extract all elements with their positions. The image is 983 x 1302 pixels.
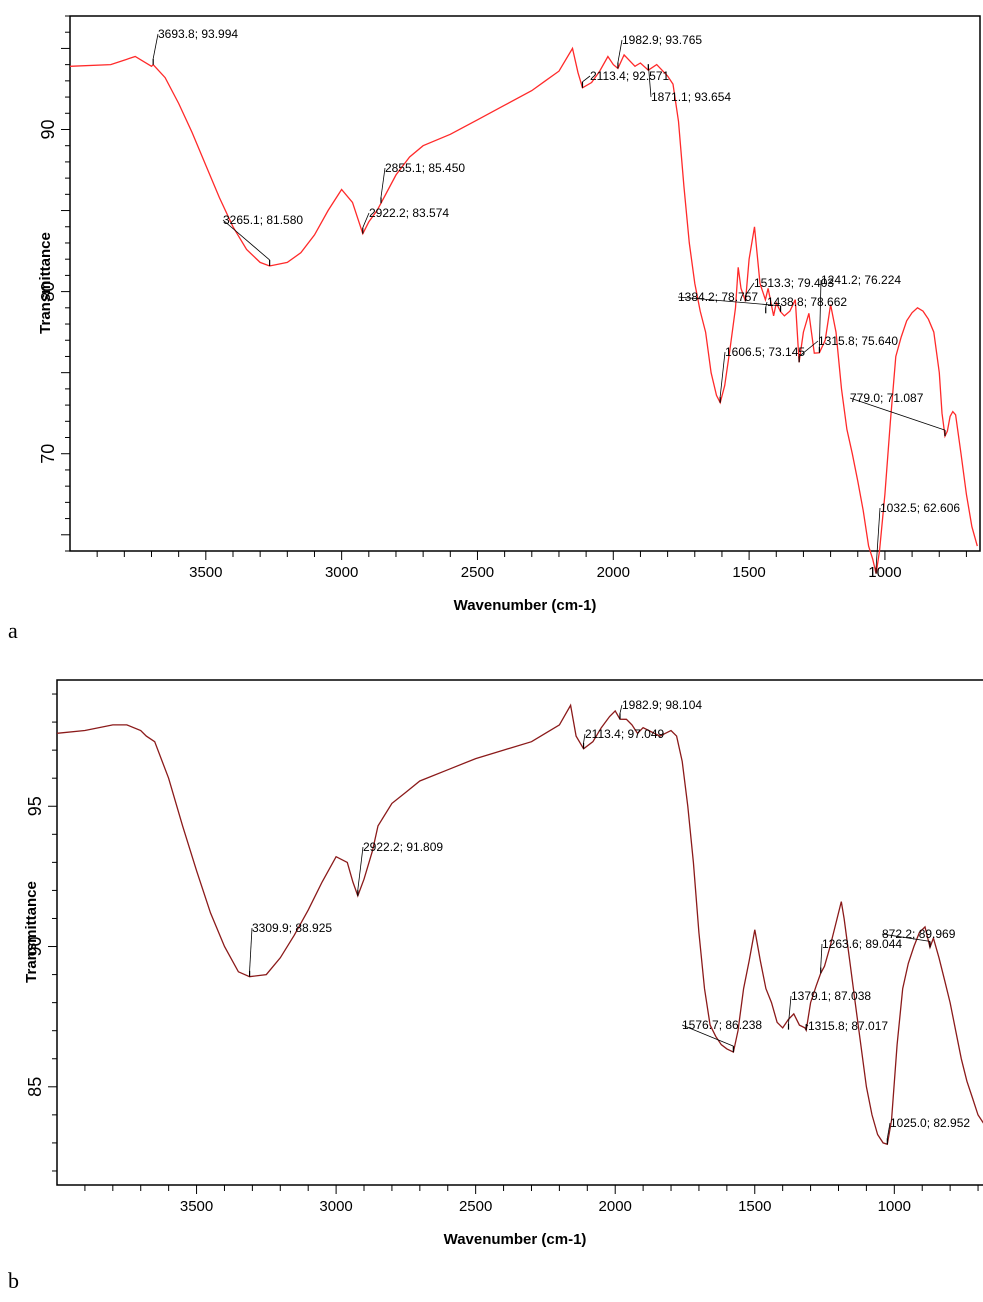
ir-spectrum-chart-b: 85 90 95 3500 3000 2500 2000 1500 1000 1982.9; … (23, 679, 983, 1248)
peak-label: 1982.9; 93.765 (622, 33, 702, 47)
peak-leader (362, 212, 370, 228)
y-axis-title: Transmittance (23, 881, 40, 983)
peak-leader (719, 351, 726, 397)
peak-leader (152, 33, 159, 59)
spectrum-line (56, 703, 983, 1146)
x-tick-label: 2500 (459, 1198, 492, 1215)
y-tick-label: 70 (38, 444, 58, 464)
peak-leader (380, 167, 386, 198)
panel-label-b: b (8, 1268, 19, 1293)
peak-leader (765, 301, 768, 308)
x-tick-label: 1500 (738, 1198, 771, 1215)
peak-leader (677, 296, 781, 307)
peak-label: 1315.8; 87.017 (808, 1019, 888, 1033)
peak-leader (875, 507, 881, 568)
y-tick-label: 85 (25, 1077, 45, 1097)
peak-leader (249, 927, 253, 971)
peak-leader (805, 1023, 809, 1027)
y-tick-label: 90 (38, 119, 58, 139)
y-tick-label: 80 (38, 282, 58, 302)
peak-label: 2922.2; 91.809 (363, 840, 443, 854)
peak-label: 1379.1; 87.038 (791, 989, 871, 1003)
peak-leader (222, 219, 270, 261)
peak-label: 1315.8; 75.640 (818, 334, 898, 348)
x-tick-label: 1000 (878, 1198, 911, 1215)
ir-spectrum-chart-a: 70 80 90 3500 3000 2500 2000 1500 1000 3693.8; … (37, 15, 981, 614)
x-tick-label: 3500 (180, 1198, 213, 1215)
peak-label: 779.0; 71.087 (850, 391, 924, 405)
peak-label: 1241.2; 76.224 (821, 273, 901, 287)
peak-label: 1982.9; 98.104 (622, 698, 702, 712)
plot-frame (56, 679, 983, 1186)
peak-leader (819, 279, 822, 347)
peak-leader (849, 397, 946, 431)
y-tick-label: 95 (25, 796, 45, 816)
peak-leader (881, 933, 931, 942)
x-tick-label: 1500 (732, 564, 765, 581)
peak-label: 1032.5; 62.606 (880, 501, 960, 515)
y-tick-label: 90 (25, 937, 45, 957)
peak-label: 1438.8; 78.662 (767, 295, 847, 309)
peak-label: 2922.2; 83.574 (369, 206, 449, 220)
peak-label: 1576.7; 86.238 (682, 1018, 762, 1032)
peak-leader (582, 75, 591, 83)
peak-label: 2113.4; 97.049 (585, 727, 665, 741)
panel-label-a: a (8, 618, 18, 643)
peak-leader (619, 704, 623, 714)
peak-leader (820, 943, 823, 968)
peak-label: 1871.1; 93.654 (651, 90, 731, 104)
peak-leader (788, 995, 792, 1024)
x-axis-title: Wavenumber (cm-1) (444, 1231, 587, 1248)
peak-label: 3309.9; 88.925 (252, 921, 332, 935)
peak-leader (647, 64, 652, 98)
x-tick-label: 3000 (319, 1198, 352, 1215)
x-axis-title: Wavenumber (cm-1) (454, 597, 597, 614)
peak-leader (583, 733, 586, 743)
y-axis-title: Transmittance (37, 232, 54, 334)
spectrum-line (69, 46, 978, 574)
x-tick-label: 1000 (868, 564, 901, 581)
x-tick-label: 3000 (325, 564, 358, 581)
x-tick-label: 2000 (597, 564, 630, 581)
plot-frame (69, 15, 981, 552)
peak-label: 3265.1; 81.580 (223, 213, 303, 227)
peak-leader (886, 1122, 891, 1139)
x-tick-label: 3500 (189, 564, 222, 581)
peak-label: 1606.5; 73.145 (725, 345, 805, 359)
peak-label: 1513.3; 79.403 (754, 276, 834, 290)
peak-leader (745, 282, 755, 296)
x-tick-label: 2000 (599, 1198, 632, 1215)
peak-leader (357, 846, 364, 890)
peak-label: 872.2; 89.969 (882, 927, 956, 941)
peak-label: 2113.4; 92.571 (590, 69, 670, 83)
peak-leader (798, 340, 819, 357)
peak-label: 2855.1; 85.450 (385, 161, 465, 175)
peak-leader (681, 1024, 734, 1047)
peak-label: 1263.6; 89.044 (822, 937, 902, 951)
peak-leader (617, 39, 623, 63)
peak-label: 1025.0; 82.952 (890, 1116, 970, 1130)
peak-label: 1384.2; 78.757 (678, 290, 758, 304)
peak-label: 3693.8; 93.994 (158, 27, 238, 41)
x-tick-label: 2500 (461, 564, 494, 581)
